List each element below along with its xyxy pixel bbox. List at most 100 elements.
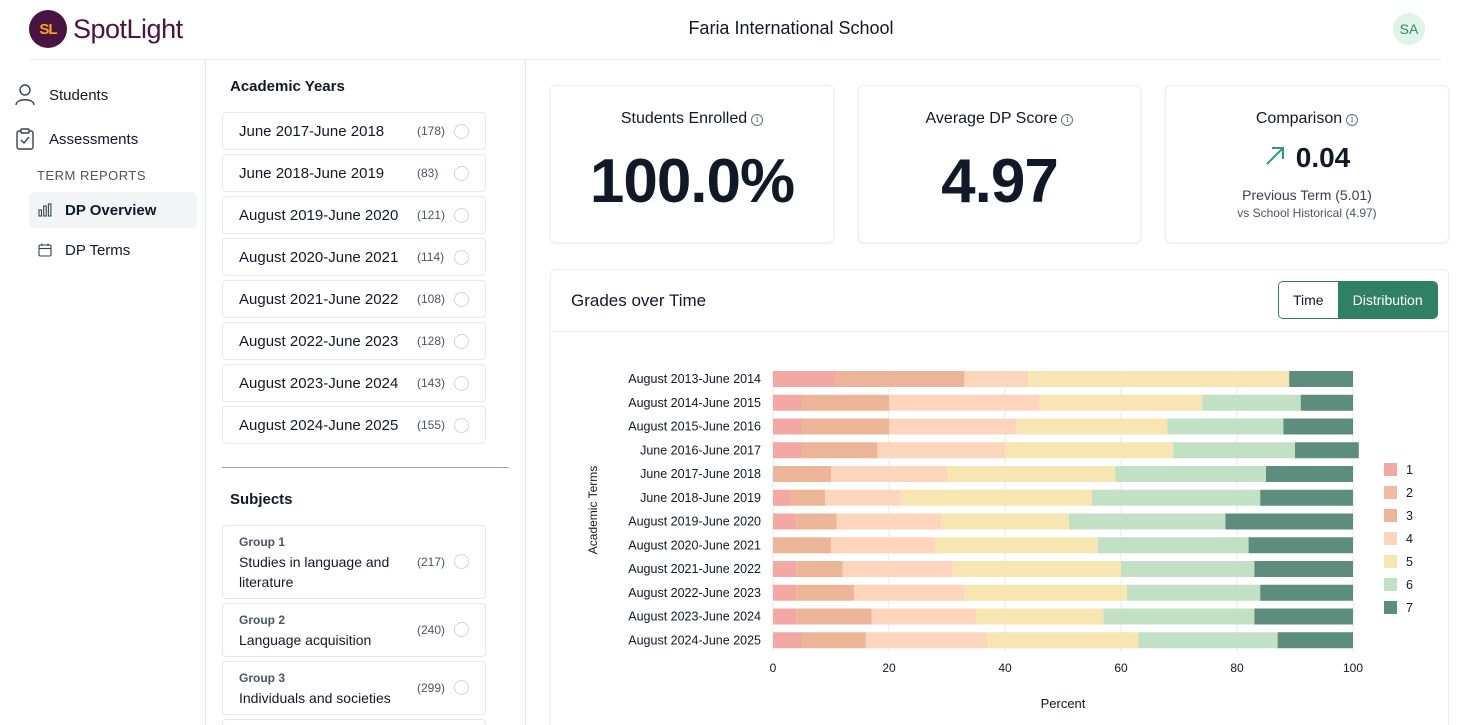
subject-radio[interactable] [454,680,469,695]
bar-segment [964,584,1127,601]
bar-segment [796,561,843,577]
user-avatar[interactable]: SA [1393,13,1425,45]
year-option[interactable]: August 2024-June 2025 (155) [222,406,486,444]
school-historical-text: vs School Historical (4.97) [1237,206,1377,220]
year-radio[interactable] [454,375,469,391]
year-radio[interactable] [454,249,469,265]
nav-section-term-reports: TERM REPORTS [37,168,147,183]
y-tick-label: August 2021-June 2022 [628,562,761,576]
y-tick-label: August 2014-June 2015 [628,396,761,410]
sidebar-nav: Students Assessments TERM REPORTS DP Ove… [0,60,206,725]
bar-segment [1266,466,1353,482]
year-radio[interactable] [454,207,469,223]
year-label: August 2021-June 2022 [239,290,399,308]
nav-item-assessments[interactable]: Assessments [14,128,138,150]
students-enrolled-value: 100.0% [589,147,795,216]
grades-over-time-panel: Grades over Time Time Distribution Augus… [550,269,1449,725]
bar-segment [831,537,936,554]
year-option[interactable]: August 2022-June 2023 (128) [222,322,486,360]
bar-segment [802,418,889,435]
bar-segment [877,442,1005,459]
bar-segment [1005,442,1174,459]
y-tick-label: August 2020-June 2021 [628,538,761,552]
year-option[interactable]: August 2021-June 2022 (108) [222,280,486,318]
subject-option[interactable]: Group 1 Studies in language and literatu… [222,525,486,599]
kpi-title: Students Enrolled i [551,110,833,128]
bar-segment [1068,513,1226,530]
subject-radio[interactable] [454,554,469,569]
legend-swatch [1384,555,1397,568]
bar-segment [773,418,802,435]
grades-distribution-chart: August 2013-June 2014 August 2014-June 20… [586,370,1413,711]
year-label: June 2017-June 2018 [239,122,385,140]
y-tick-label: August 2024-June 2025 [628,633,761,647]
bar-segment [976,608,1104,625]
bar-segment [941,513,1069,530]
spotlight-logo[interactable]: SL SpotLight [29,10,183,48]
bar-segment [773,394,802,411]
y-tick-label: June 2018-June 2019 [640,491,761,505]
nav-item-dp-overview[interactable]: DP Overview [29,192,197,228]
bar-segment [1248,537,1353,554]
subject-option[interactable] [222,719,486,725]
year-count: (108) [417,292,446,306]
toggle-distribution-button[interactable]: Distribution [1338,282,1437,318]
year-radio[interactable] [454,333,469,349]
bar-segment [836,513,942,530]
year-radio[interactable] [454,291,469,307]
x-tick-label: 100 [1343,661,1363,675]
legend-swatch [1384,601,1397,614]
info-icon[interactable]: i [1346,114,1359,126]
subject-group: Group 2 [239,613,286,627]
bar-segment [900,489,1092,506]
nav-item-students[interactable]: Students [14,84,108,106]
year-radio[interactable] [454,165,469,181]
bar-segment [1225,513,1353,530]
year-option[interactable]: August 2020-June 2021 (114) [222,238,486,276]
bar-segment [1028,371,1290,387]
bar-chart-icon [37,202,53,218]
bar-segment [1115,466,1266,482]
year-option[interactable]: August 2023-June 2024 (143) [222,364,486,402]
top-header: SL SpotLight Faria International School … [0,0,1470,60]
nav-item-dp-terms[interactable]: DP Terms [29,232,197,268]
comparison-title: Comparison [1255,110,1343,127]
year-count: (121) [417,208,446,222]
legend-label: 4 [1406,532,1413,546]
bar-segment [1126,584,1261,601]
info-icon[interactable]: i [751,114,764,126]
subject-count: (217) [417,555,446,569]
subject-option[interactable]: Group 2 Language acquisition (240) [222,603,486,657]
bar-segment [1295,442,1359,459]
year-radio[interactable] [454,417,469,433]
clipboard-check-icon [14,128,36,150]
bar-segment [964,371,1029,387]
year-count: (178) [417,124,446,138]
legend-label: 3 [1406,509,1413,523]
year-label: August 2024-June 2025 [239,416,399,434]
year-option[interactable]: June 2018-June 2019 (83) [222,154,486,192]
legend-swatch [1384,578,1397,591]
subject-option[interactable]: Group 3 Individuals and societies (299) [222,661,486,715]
info-icon[interactable]: i [1061,114,1074,126]
kpi-title: Comparison i [1166,110,1448,128]
nav-label-students: Students [49,86,109,104]
x-axis-title: Percent [1041,696,1086,711]
year-option[interactable]: August 2019-June 2020 (121) [222,196,486,234]
year-radio[interactable] [454,123,469,139]
year-label: August 2023-June 2024 [239,374,399,392]
year-option[interactable]: June 2017-June 2018 (178) [222,112,486,150]
bar-segment [773,632,802,649]
subject-radio[interactable] [454,622,469,637]
toggle-time-button[interactable]: Time [1279,282,1339,318]
bar-segment [935,537,1098,554]
academic-years-heading: Academic Years [230,78,345,95]
legend-swatch [1384,463,1397,476]
y-tick-label: June 2017-June 2018 [640,467,761,481]
logo-text: SpotLight [73,13,183,44]
bar-segment [889,418,1017,435]
year-count: (155) [417,418,446,432]
year-label: August 2019-June 2020 [239,206,399,224]
bar-segment [947,466,1116,482]
bar-segment [802,442,878,459]
